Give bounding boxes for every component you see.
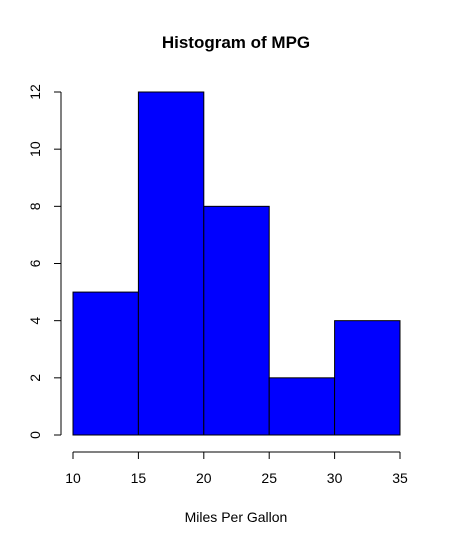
histogram-bar-3 xyxy=(268,377,336,436)
x-axis-label: Miles Per Gallon xyxy=(185,509,288,525)
x-tick-label-3: 25 xyxy=(261,470,277,486)
x-tick-label-5: 35 xyxy=(392,470,408,486)
histogram-bar-0 xyxy=(72,291,139,436)
x-tick-label-4: 30 xyxy=(327,470,343,486)
x-tick-label-0: 10 xyxy=(65,470,81,486)
y-tick-label-2: 4 xyxy=(27,317,43,325)
histogram-bar-2 xyxy=(203,205,270,436)
chart-title: Histogram of MPG xyxy=(162,33,310,52)
y-tick-label-6: 12 xyxy=(27,84,43,100)
y-tick-label-3: 6 xyxy=(27,259,43,267)
y-tick-label-1: 2 xyxy=(27,374,43,382)
y-tick-label-0: 0 xyxy=(27,431,43,439)
y-tick-label-4: 8 xyxy=(27,202,43,210)
y-tick-label-5: 10 xyxy=(27,141,43,157)
x-tick-label-1: 15 xyxy=(131,470,147,486)
x-axis: 10 15 20 25 30 35 xyxy=(65,451,408,486)
bars-group xyxy=(72,91,401,436)
y-axis: 0 2 4 6 8 10 12 xyxy=(27,84,62,439)
histogram-bar-4 xyxy=(334,320,401,436)
x-tick-label-2: 20 xyxy=(196,470,212,486)
histogram-bar-1 xyxy=(137,91,205,436)
